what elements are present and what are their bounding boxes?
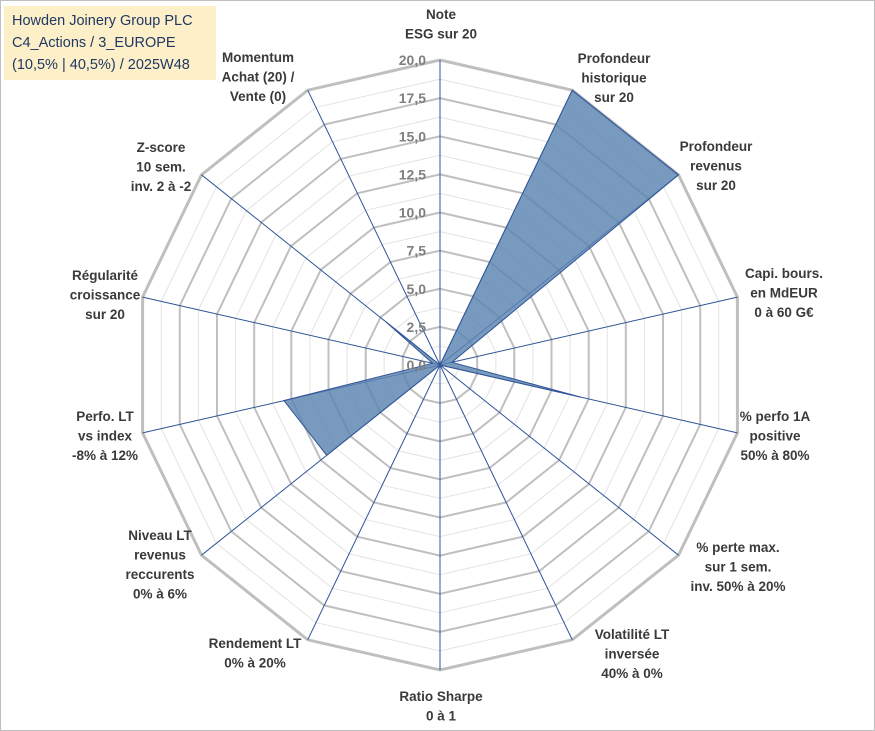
axis-label-line: historique [581, 71, 647, 86]
radar-series [283, 89, 680, 457]
axis-label: Profondeur historique sur 20 [578, 51, 651, 105]
radial-tick-label: 0,0 [407, 357, 427, 373]
spoke-line [439, 364, 573, 641]
axis-label-line: Z-score [137, 140, 186, 155]
radial-tick-label: 20,0 [399, 52, 426, 68]
axis-label-line: Profondeur [680, 139, 753, 154]
spoke-line [307, 364, 441, 641]
axis-label-line: 10 sem. [136, 160, 186, 175]
axis-label-line: sur 20 [85, 307, 125, 322]
axis-label-line: sur 20 [594, 90, 634, 105]
radial-tick-labels: 0,0 2,5 5,0 7,5 10,0 12,5 15,0 17,5 20,0 [399, 52, 426, 373]
axis-label-line: Niveau LT [128, 528, 192, 543]
axis-label-line: inv. 50% à 20% [690, 579, 785, 594]
axis-label-line: Ratio Sharpe [399, 689, 483, 704]
axis-label-line: 0% à 6% [133, 587, 187, 602]
axis-label-line: revenus [690, 159, 742, 174]
axis-label: Capi. bours. en MdEUR 0 à 60 G€ [745, 266, 823, 320]
radar-series-area [283, 89, 680, 457]
axis-label: Note ESG sur 20 [405, 7, 477, 42]
axis-label-line: revenus [134, 548, 186, 563]
axis-label-line: Vente (0) [230, 89, 286, 104]
radial-tick-label: 17,5 [399, 90, 426, 106]
axis-label-line: en MdEUR [750, 286, 818, 301]
radial-tick-label: 10,0 [399, 205, 426, 221]
axis-label-line: Rendement LT [209, 636, 303, 651]
axis-label-line: Note [426, 7, 456, 22]
axis-label-line: 0% à 20% [224, 656, 286, 671]
axis-label-line: Perfo. LT [76, 409, 134, 424]
axis-labels: Note ESG sur 20 Profondeur historique sur 20… [70, 7, 823, 724]
axis-label: Volatilité LT inversée 40% à 0% [595, 627, 670, 681]
axis-label-line: Profondeur [578, 51, 651, 66]
axis-label: % perte max. sur 1 sem. inv. 50% à 20% [690, 540, 785, 594]
axis-label: Rendement LT 0% à 20% [209, 636, 303, 671]
spoke-line [142, 296, 441, 366]
axis-label: Momentum Achat (20) / Vente (0) [222, 50, 295, 104]
axis-label-line: Volatilité LT [595, 627, 670, 642]
axis-label-line: 0 à 60 G€ [754, 305, 814, 320]
axis-label: % perfo 1A positive 50% à 80% [740, 409, 811, 463]
axis-label-line: -8% à 12% [72, 448, 138, 463]
axis-label-line: reccurents [125, 567, 194, 582]
axis-label-line: sur 1 sem. [705, 560, 772, 575]
axis-label-line: Achat (20) / [222, 70, 295, 85]
axis-label: Niveau LT revenus reccurents 0% à 6% [125, 528, 194, 602]
radial-tick-label: 12,5 [399, 166, 426, 182]
axis-label-line: positive [749, 429, 801, 444]
axis-label-line: Capi. bours. [745, 266, 823, 281]
spoke-line [439, 296, 738, 366]
axis-label: Z-score 10 sem. inv. 2 à -2 [131, 140, 192, 194]
spoke-line [307, 89, 441, 366]
axis-label-line: inversée [605, 647, 660, 662]
axis-label-line: 50% à 80% [740, 448, 809, 463]
spoke-line [439, 364, 679, 556]
axis-label-line: Momentum [222, 50, 294, 65]
axis-label: Perfo. LT vs index -8% à 12% [72, 409, 138, 463]
axis-label-line: sur 20 [696, 178, 736, 193]
axis-label-line: Régularité [72, 268, 139, 283]
axis-label-line: vs index [78, 429, 133, 444]
axis-label-line: % perte max. [696, 540, 779, 555]
axis-label: Régularité croissance sur 20 [70, 268, 141, 322]
axis-label-line: croissance [70, 288, 141, 303]
radial-tick-label: 5,0 [407, 281, 427, 297]
radial-tick-label: 2,5 [407, 319, 427, 335]
title-line-company: Howden Joinery Group PLC [12, 13, 193, 29]
axis-label-line: ESG sur 20 [405, 27, 477, 42]
axis-label-line: 0 à 1 [426, 709, 457, 724]
title-line-category: C4_Actions / 3_EUROPE [12, 35, 176, 51]
axis-label: Profondeur revenus sur 20 [680, 139, 753, 193]
axis-label-line: inv. 2 à -2 [131, 179, 192, 194]
axis-label: Ratio Sharpe 0 à 1 [399, 689, 483, 724]
radial-tick-label: 7,5 [407, 243, 427, 259]
title-line-period: (10,5% | 40,5%) / 2025W48 [12, 57, 190, 73]
axis-label-line: 40% à 0% [601, 666, 663, 681]
chart-title-box: Howden Joinery Group PLC C4_Actions / 3_… [4, 6, 216, 80]
radial-tick-label: 15,0 [399, 128, 426, 144]
axis-label-line: % perfo 1A [740, 409, 811, 424]
